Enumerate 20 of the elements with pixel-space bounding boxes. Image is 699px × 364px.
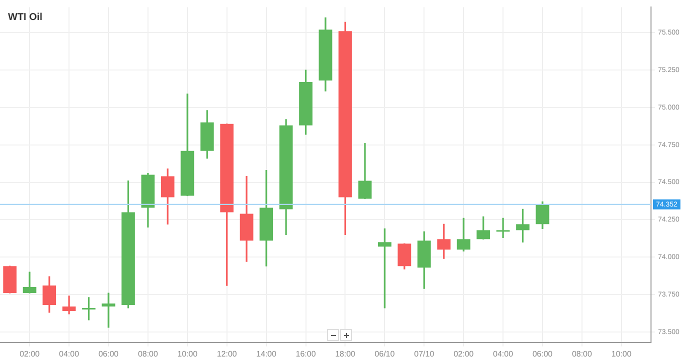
x-tick-label: 02:00: [454, 349, 474, 358]
x-tick-label: 04:00: [59, 349, 80, 358]
x-tick-label: 07/10: [414, 349, 435, 358]
candlestick: [496, 218, 510, 238]
x-tick-label: 10:00: [611, 349, 632, 358]
x-tick-label: 18:00: [335, 349, 356, 358]
x-tick-label: 08:00: [572, 349, 593, 358]
x-tick-label: 02:00: [20, 349, 40, 358]
x-tick-label: 06/10: [374, 349, 396, 358]
text: WTI Oil: [8, 12, 43, 23]
x-tick-label: 12:00: [216, 349, 238, 358]
candlestick: [62, 296, 76, 314]
x-tick-label: 06:00: [532, 349, 554, 358]
x-tick-label: 16:00: [296, 349, 316, 358]
x-tick-label: 08:00: [138, 349, 159, 358]
x-tick-label: 14:00: [256, 349, 277, 358]
candlestick: [102, 292, 116, 328]
x-tick-label: 04:00: [493, 349, 514, 358]
x-tick-label: 10:00: [177, 349, 198, 358]
x-tick-label: 06:00: [98, 349, 120, 358]
